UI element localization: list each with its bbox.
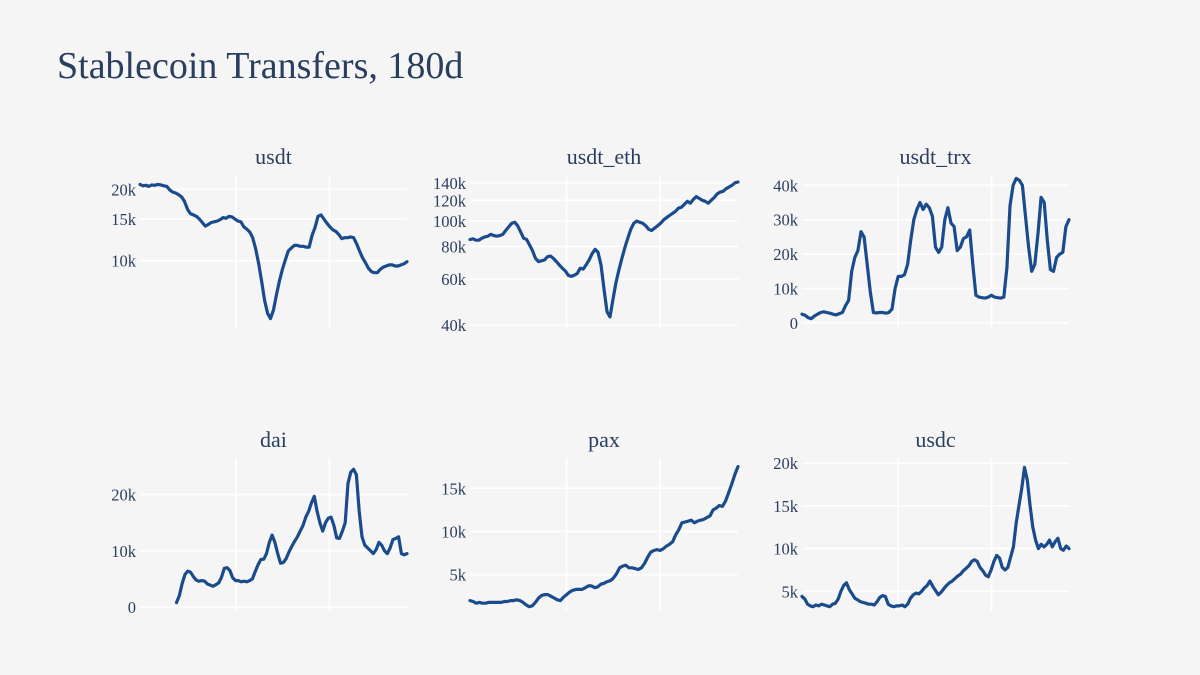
series-line-dai [174,467,409,605]
y-tick-label: 20k [773,454,799,473]
series-line-usdc [800,465,1071,609]
y-tick-label: 15k [111,210,137,229]
panel-usdt: 10k 15k 20k usdt [111,144,409,328]
chart-title: Stablecoin Transfers, 180d [57,45,464,87]
y-tick-label: 0 [790,314,798,333]
y-tick-label: 15k [441,479,467,498]
y-tick-label: 30k [773,211,799,230]
y-tick-label: 10k [111,252,137,271]
panel-title: usdt_trx [899,144,971,169]
series-line-usdt_eth [468,180,740,319]
series-line-usdt [138,182,409,321]
y-tick-label: 20k [111,486,137,505]
y-tick-label: 60k [441,270,467,289]
y-tick-label: 40k [441,316,467,335]
panel-title: usdt [255,144,292,169]
panel-title: usdt_eth [567,144,642,169]
y-tick-label: 20k [773,245,799,264]
y-tick-label: 0 [128,598,136,617]
panel-title: dai [260,427,287,452]
panel-usdc: 5k 10k 15k 20k usdc [773,427,1071,611]
y-tick-label: 100k [433,212,467,231]
y-tick-label: 40k [773,176,799,195]
panel-usdt_trx: 0 10k 20k 30k 40k usdt_trx [773,144,1071,333]
y-tick-label: 10k [111,542,137,561]
panel-title: pax [588,427,620,452]
series-line-pax [468,465,740,609]
y-tick-label: 20k [111,180,137,199]
y-tick-label: 120k [433,191,467,210]
y-tick-label: 80k [441,237,467,256]
y-tick-label: 15k [773,497,799,516]
panel-dai: 0 10k 20k dai [111,427,409,617]
y-tick-label: 5k [450,566,467,585]
y-tick-label: 10k [441,522,467,541]
series-line-usdt_trx [800,176,1071,321]
y-tick-label: 10k [773,279,799,298]
y-tick-label: 10k [773,540,799,559]
panel-pax: 5k 10k 15k pax [441,427,740,611]
y-tick-label: 5k [782,582,799,601]
panel-title: usdc [915,427,956,452]
y-tick-label: 140k [433,174,467,193]
